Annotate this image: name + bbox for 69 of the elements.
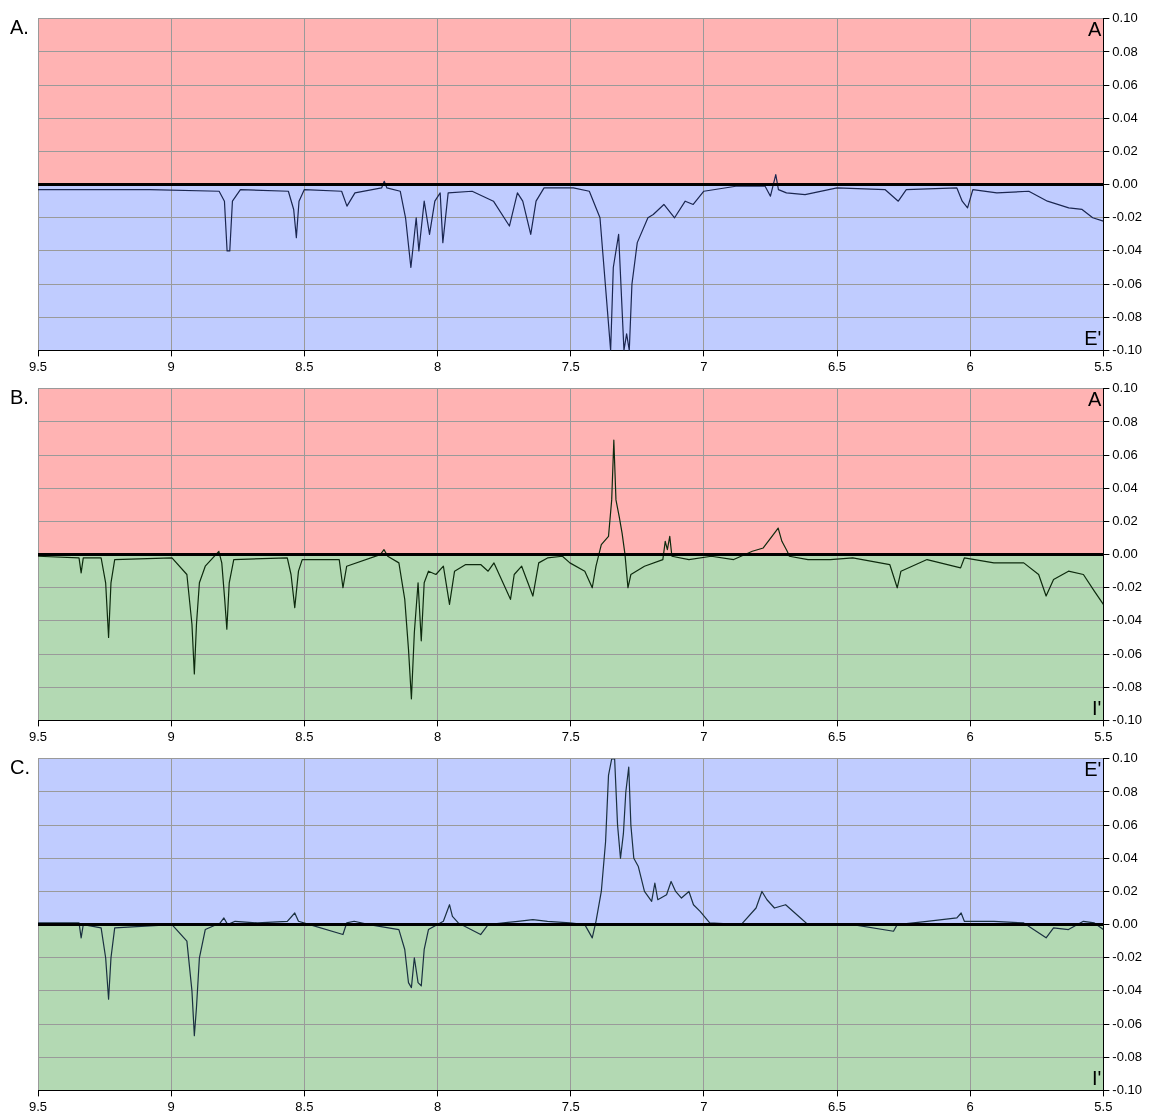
y-tick-label: 0.10 — [1112, 750, 1138, 766]
x-tick-label: 9 — [167, 728, 175, 744]
band-label: A — [1088, 388, 1103, 411]
y-tick-label: -0.06 — [1112, 645, 1143, 661]
y-tick-label: -0.10 — [1112, 1081, 1143, 1097]
y-tick-label: 0.06 — [1112, 816, 1138, 832]
y-tick-label: 0.08 — [1112, 43, 1138, 59]
x-tick-label: 6.5 — [827, 358, 847, 374]
y-tick-label: 0.02 — [1112, 883, 1138, 899]
x-tick-label: 8 — [433, 728, 442, 744]
y-tick-label: -0.08 — [1112, 1048, 1143, 1064]
x-tick-label: 5.5 — [1094, 358, 1113, 374]
x-tick-label: 7 — [700, 1098, 708, 1114]
y-tick-label: 0.02 — [1112, 513, 1138, 529]
x-tick-label: 9.5 — [28, 1098, 48, 1114]
y-tick-label: -0.04 — [1112, 242, 1143, 258]
y-tick-label: 0.04 — [1112, 109, 1138, 125]
x-tick-label: 6 — [966, 728, 974, 744]
chart-title: C. — [10, 756, 30, 779]
x-tick-label: 9.5 — [28, 728, 48, 744]
y-tick-label: 0.10 — [1112, 10, 1138, 26]
x-tick-label: 7 — [700, 728, 708, 744]
x-tick-label: 8 — [433, 358, 442, 374]
chart-title: B. — [10, 386, 29, 409]
x-tick-label: 6.5 — [827, 728, 847, 744]
x-tick-label: 5.5 — [1094, 1098, 1113, 1114]
x-tick-label: 5.5 — [1094, 728, 1113, 744]
x-tick-label: 9 — [167, 1098, 175, 1114]
y-tick-label: 0.08 — [1112, 413, 1138, 429]
y-tick-label: -0.04 — [1112, 982, 1143, 998]
band-label: I' — [1091, 1066, 1102, 1089]
y-tick-label: 0.00 — [1112, 916, 1138, 932]
y-tick-label: 0.08 — [1112, 783, 1138, 799]
x-tick-label: 6.5 — [827, 1098, 847, 1114]
x-tick-label: 9.5 — [28, 358, 48, 374]
y-tick-label: 0.10 — [1112, 380, 1138, 396]
y-tick-label: -0.04 — [1112, 612, 1143, 628]
y-tick-label: 0.04 — [1112, 849, 1138, 865]
y-tick-label: 0.00 — [1112, 546, 1138, 562]
y-tick-label: -0.08 — [1112, 678, 1143, 694]
y-tick-label: -0.08 — [1112, 308, 1143, 324]
x-tick-label: 8 — [433, 1098, 442, 1114]
y-tick-label: -0.10 — [1112, 341, 1143, 357]
y-tick-label: 0.02 — [1112, 143, 1138, 159]
x-tick-label: 9 — [167, 358, 175, 374]
band-label: I' — [1091, 696, 1102, 719]
x-tick-label: 7 — [700, 358, 708, 374]
x-tick-label: 7.5 — [561, 728, 580, 744]
band-label: E' — [1084, 326, 1102, 349]
x-tick-label: 7.5 — [561, 358, 580, 374]
y-tick-label: -0.02 — [1112, 579, 1143, 595]
x-tick-label: 8.5 — [295, 1098, 314, 1114]
x-tick-label: 8.5 — [295, 358, 314, 374]
x-tick-label: 8.5 — [295, 728, 314, 744]
y-tick-label: 0.00 — [1112, 176, 1138, 192]
y-tick-label: 0.04 — [1112, 479, 1138, 495]
x-tick-label: 6 — [966, 358, 974, 374]
band-label: E' — [1084, 758, 1102, 781]
x-tick-label: 6 — [966, 1098, 974, 1114]
y-tick-label: 0.06 — [1112, 76, 1138, 92]
band-label: A — [1088, 18, 1103, 41]
y-tick-label: 0.06 — [1112, 446, 1138, 462]
y-tick-label: -0.06 — [1112, 1015, 1143, 1031]
chart-title: A. — [10, 16, 29, 39]
y-tick-label: -0.10 — [1112, 711, 1143, 727]
y-tick-label: -0.02 — [1112, 209, 1143, 225]
y-tick-label: -0.02 — [1112, 949, 1143, 965]
y-tick-label: -0.06 — [1112, 275, 1143, 291]
x-tick-label: 7.5 — [561, 1098, 580, 1114]
